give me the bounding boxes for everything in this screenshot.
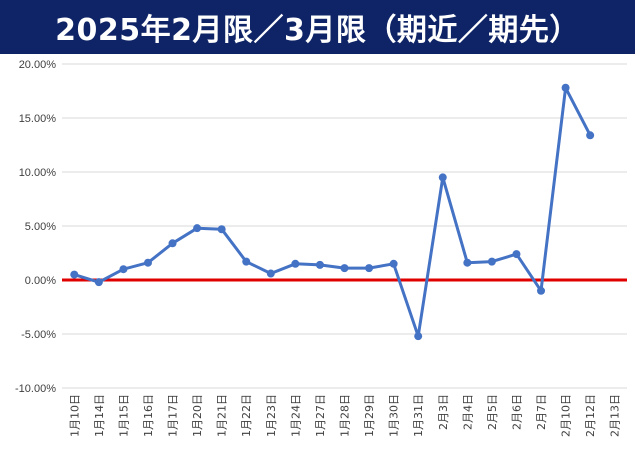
x-tick-label: 2月13日 [609,394,622,437]
title-bar: 2025年2月限／3月限（期近／期先） [0,0,635,54]
y-tick-label: 15.00% [19,113,57,125]
x-tick-label: 2月7日 [535,394,548,430]
x-tick-label: 1月28日 [339,394,352,437]
data-point [340,264,349,273]
data-point [438,173,447,182]
x-tick-label: 1月14日 [93,394,106,437]
y-tick-label: 10.00% [19,167,57,179]
x-tick-label: 1月31日 [412,394,425,437]
x-tick-label: 1月23日 [265,394,278,437]
data-point [537,286,546,295]
data-point [389,259,398,268]
x-tick-label: 1月24日 [289,394,302,437]
x-tick-label: 2月12日 [584,394,597,437]
data-point [561,83,570,92]
data-point [119,265,128,274]
data-point [143,258,152,267]
data-point [315,260,324,269]
data-point [193,224,202,233]
data-point [70,270,79,279]
x-tick-label: 2月4日 [461,394,474,430]
data-point [414,332,423,341]
y-tick-label: 20.00% [19,59,57,71]
x-tick-label: 2月10日 [560,394,573,437]
data-point [242,257,251,266]
x-tick-label: 1月10日 [68,394,81,437]
data-point [168,239,177,248]
data-point [487,257,496,266]
data-point [266,269,275,278]
x-tick-label: 2月3日 [437,394,450,430]
x-tick-label: 1月29日 [363,394,376,437]
x-tick-label: 1月27日 [314,394,327,437]
data-point [586,131,595,140]
x-tick-label: 2月6日 [510,394,523,430]
y-tick-label: -10.00% [15,383,56,395]
data-point [365,264,374,273]
data-point [94,278,103,287]
chart-title: 2025年2月限／3月限（期近／期先） [55,13,580,48]
x-tick-label: 1月17日 [167,394,180,437]
x-tick-label: 1月21日 [216,394,229,437]
y-tick-label: 0.00% [25,275,56,287]
y-tick-label: 5.00% [25,221,56,233]
data-point [512,250,521,259]
data-point [217,225,226,234]
series-line [73,86,592,338]
x-tick-label: 1月16日 [142,394,155,437]
x-tick-label: 1月20日 [191,394,204,437]
data-point [291,259,300,268]
data-point [463,258,472,267]
x-tick-label: 1月30日 [388,394,401,437]
y-tick-label: -5.00% [21,329,56,341]
x-tick-label: 1月15日 [117,394,130,437]
x-tick-label: 1月22日 [240,394,253,437]
x-tick-label: 2月5日 [486,394,499,430]
